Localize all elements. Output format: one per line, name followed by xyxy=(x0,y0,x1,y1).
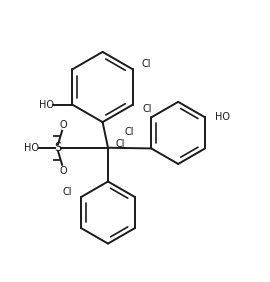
Text: HO: HO xyxy=(24,143,39,153)
Text: O: O xyxy=(60,120,67,130)
Text: Cl: Cl xyxy=(63,187,72,197)
Text: HO: HO xyxy=(39,100,54,109)
Text: Cl: Cl xyxy=(143,104,152,114)
Text: HO: HO xyxy=(215,112,230,122)
Text: Cl: Cl xyxy=(115,139,125,149)
Text: Cl: Cl xyxy=(142,59,151,69)
Text: O: O xyxy=(60,166,67,176)
Text: S: S xyxy=(54,141,62,154)
Text: Cl: Cl xyxy=(125,127,134,136)
